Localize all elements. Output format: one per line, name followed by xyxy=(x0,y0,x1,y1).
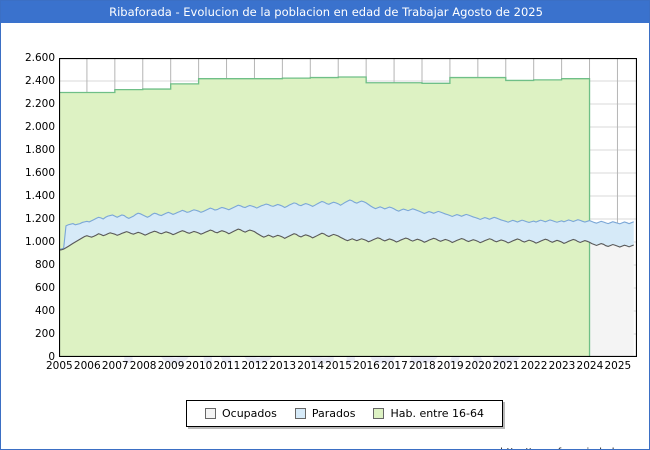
y-axis: 0 200 400 600 800 1.000 1.200 1.400 1.600 1.800 2.… xyxy=(5,23,55,449)
legend-swatch-icon xyxy=(205,408,216,419)
x-axis-tick-label: 2008 xyxy=(129,360,157,372)
page-title: Ribaforada - Evolucion de la poblacion e… xyxy=(109,5,543,19)
y-axis-tick-label: 400 xyxy=(34,305,55,317)
legend-swatch-icon xyxy=(294,408,306,419)
x-axis-tick-label: 2025 xyxy=(604,360,632,372)
y-axis-tick-label: 1.400 xyxy=(24,190,55,202)
series-line-parados xyxy=(59,199,634,251)
y-axis-tick-label: 600 xyxy=(34,282,55,294)
x-axis-tick-label: 2011 xyxy=(213,360,241,372)
x-axis-tick-label: 2006 xyxy=(73,360,101,372)
chart-body: FORO CIUDAD 02004006008001.0001.2001.400… xyxy=(1,23,649,449)
plot-area xyxy=(59,58,637,357)
source-url: http://www.foro-ciudad.com xyxy=(500,447,639,449)
y-axis-tick-label: 2.000 xyxy=(24,121,55,133)
y-axis-tick-label: 1.800 xyxy=(24,144,55,156)
y-axis-tick-label: 1.000 xyxy=(24,236,55,248)
plot-border xyxy=(59,58,637,357)
x-axis-tick-label: 2007 xyxy=(101,360,129,372)
y-axis-tick-label: 2.400 xyxy=(24,75,55,87)
x-axis-tick-label: 2015 xyxy=(325,360,352,372)
x-axis-tick-label: 2017 xyxy=(381,360,408,372)
y-axis-tick-label: 2.600 xyxy=(24,52,55,64)
series-line-hab-16-64 xyxy=(59,76,591,357)
legend-item-label: Hab. entre 16-64 xyxy=(390,407,485,420)
y-axis-tick-label: 2.200 xyxy=(24,98,55,110)
chart-svg xyxy=(59,58,637,357)
series-area-parados xyxy=(59,200,634,251)
chart-legend: Ocupados Parados Hab. entre 16-64 xyxy=(186,400,504,427)
y-axis-tick-label: 800 xyxy=(34,259,55,271)
legend-swatch-icon xyxy=(373,408,385,419)
x-axis-tick-label: 2020 xyxy=(464,360,492,372)
legend-item[interactable]: Hab. entre 16-64 xyxy=(373,407,484,420)
x-axis-tick-label: 2019 xyxy=(436,360,464,372)
x-axis-tick-label: 2021 xyxy=(492,360,520,372)
x-axis-tick-label: 2024 xyxy=(576,360,604,372)
y-axis-tick-label: 1.600 xyxy=(24,167,55,179)
window-title-bar: Ribaforada - Evolucion de la poblacion e… xyxy=(1,1,649,23)
x-axis-tick-label: 2010 xyxy=(185,360,213,372)
y-axis-tick-label: 1.200 xyxy=(24,213,55,225)
x-axis-tick-label: 2018 xyxy=(408,360,436,372)
x-axis: 2005 2006 2007 2008 2009 2010 2011 2012 2013 2014… xyxy=(46,360,649,376)
x-axis-tick-label: 2022 xyxy=(520,360,548,372)
legend-item[interactable]: Parados xyxy=(294,407,356,420)
y-axis-tick-label: 0 xyxy=(48,351,55,363)
x-axis-tick-label: 2016 xyxy=(353,360,380,372)
legend-item-label: Ocupados xyxy=(222,407,277,420)
x-axis-tick-label: 2013 xyxy=(269,360,297,372)
x-axis-tick-label: 2012 xyxy=(241,360,269,372)
x-axis-tick-label: 2009 xyxy=(157,360,185,372)
x-axis-tick-label: 2014 xyxy=(297,360,325,372)
legend-item[interactable]: Ocupados xyxy=(205,407,277,420)
y-axis-tick-label: 200 xyxy=(34,328,55,340)
legend-item-label: Parados xyxy=(311,407,356,420)
series-line-ocupados xyxy=(59,228,634,251)
x-axis-tick-label: 2005 xyxy=(46,360,73,372)
x-axis-tick-label: 2023 xyxy=(548,360,576,372)
